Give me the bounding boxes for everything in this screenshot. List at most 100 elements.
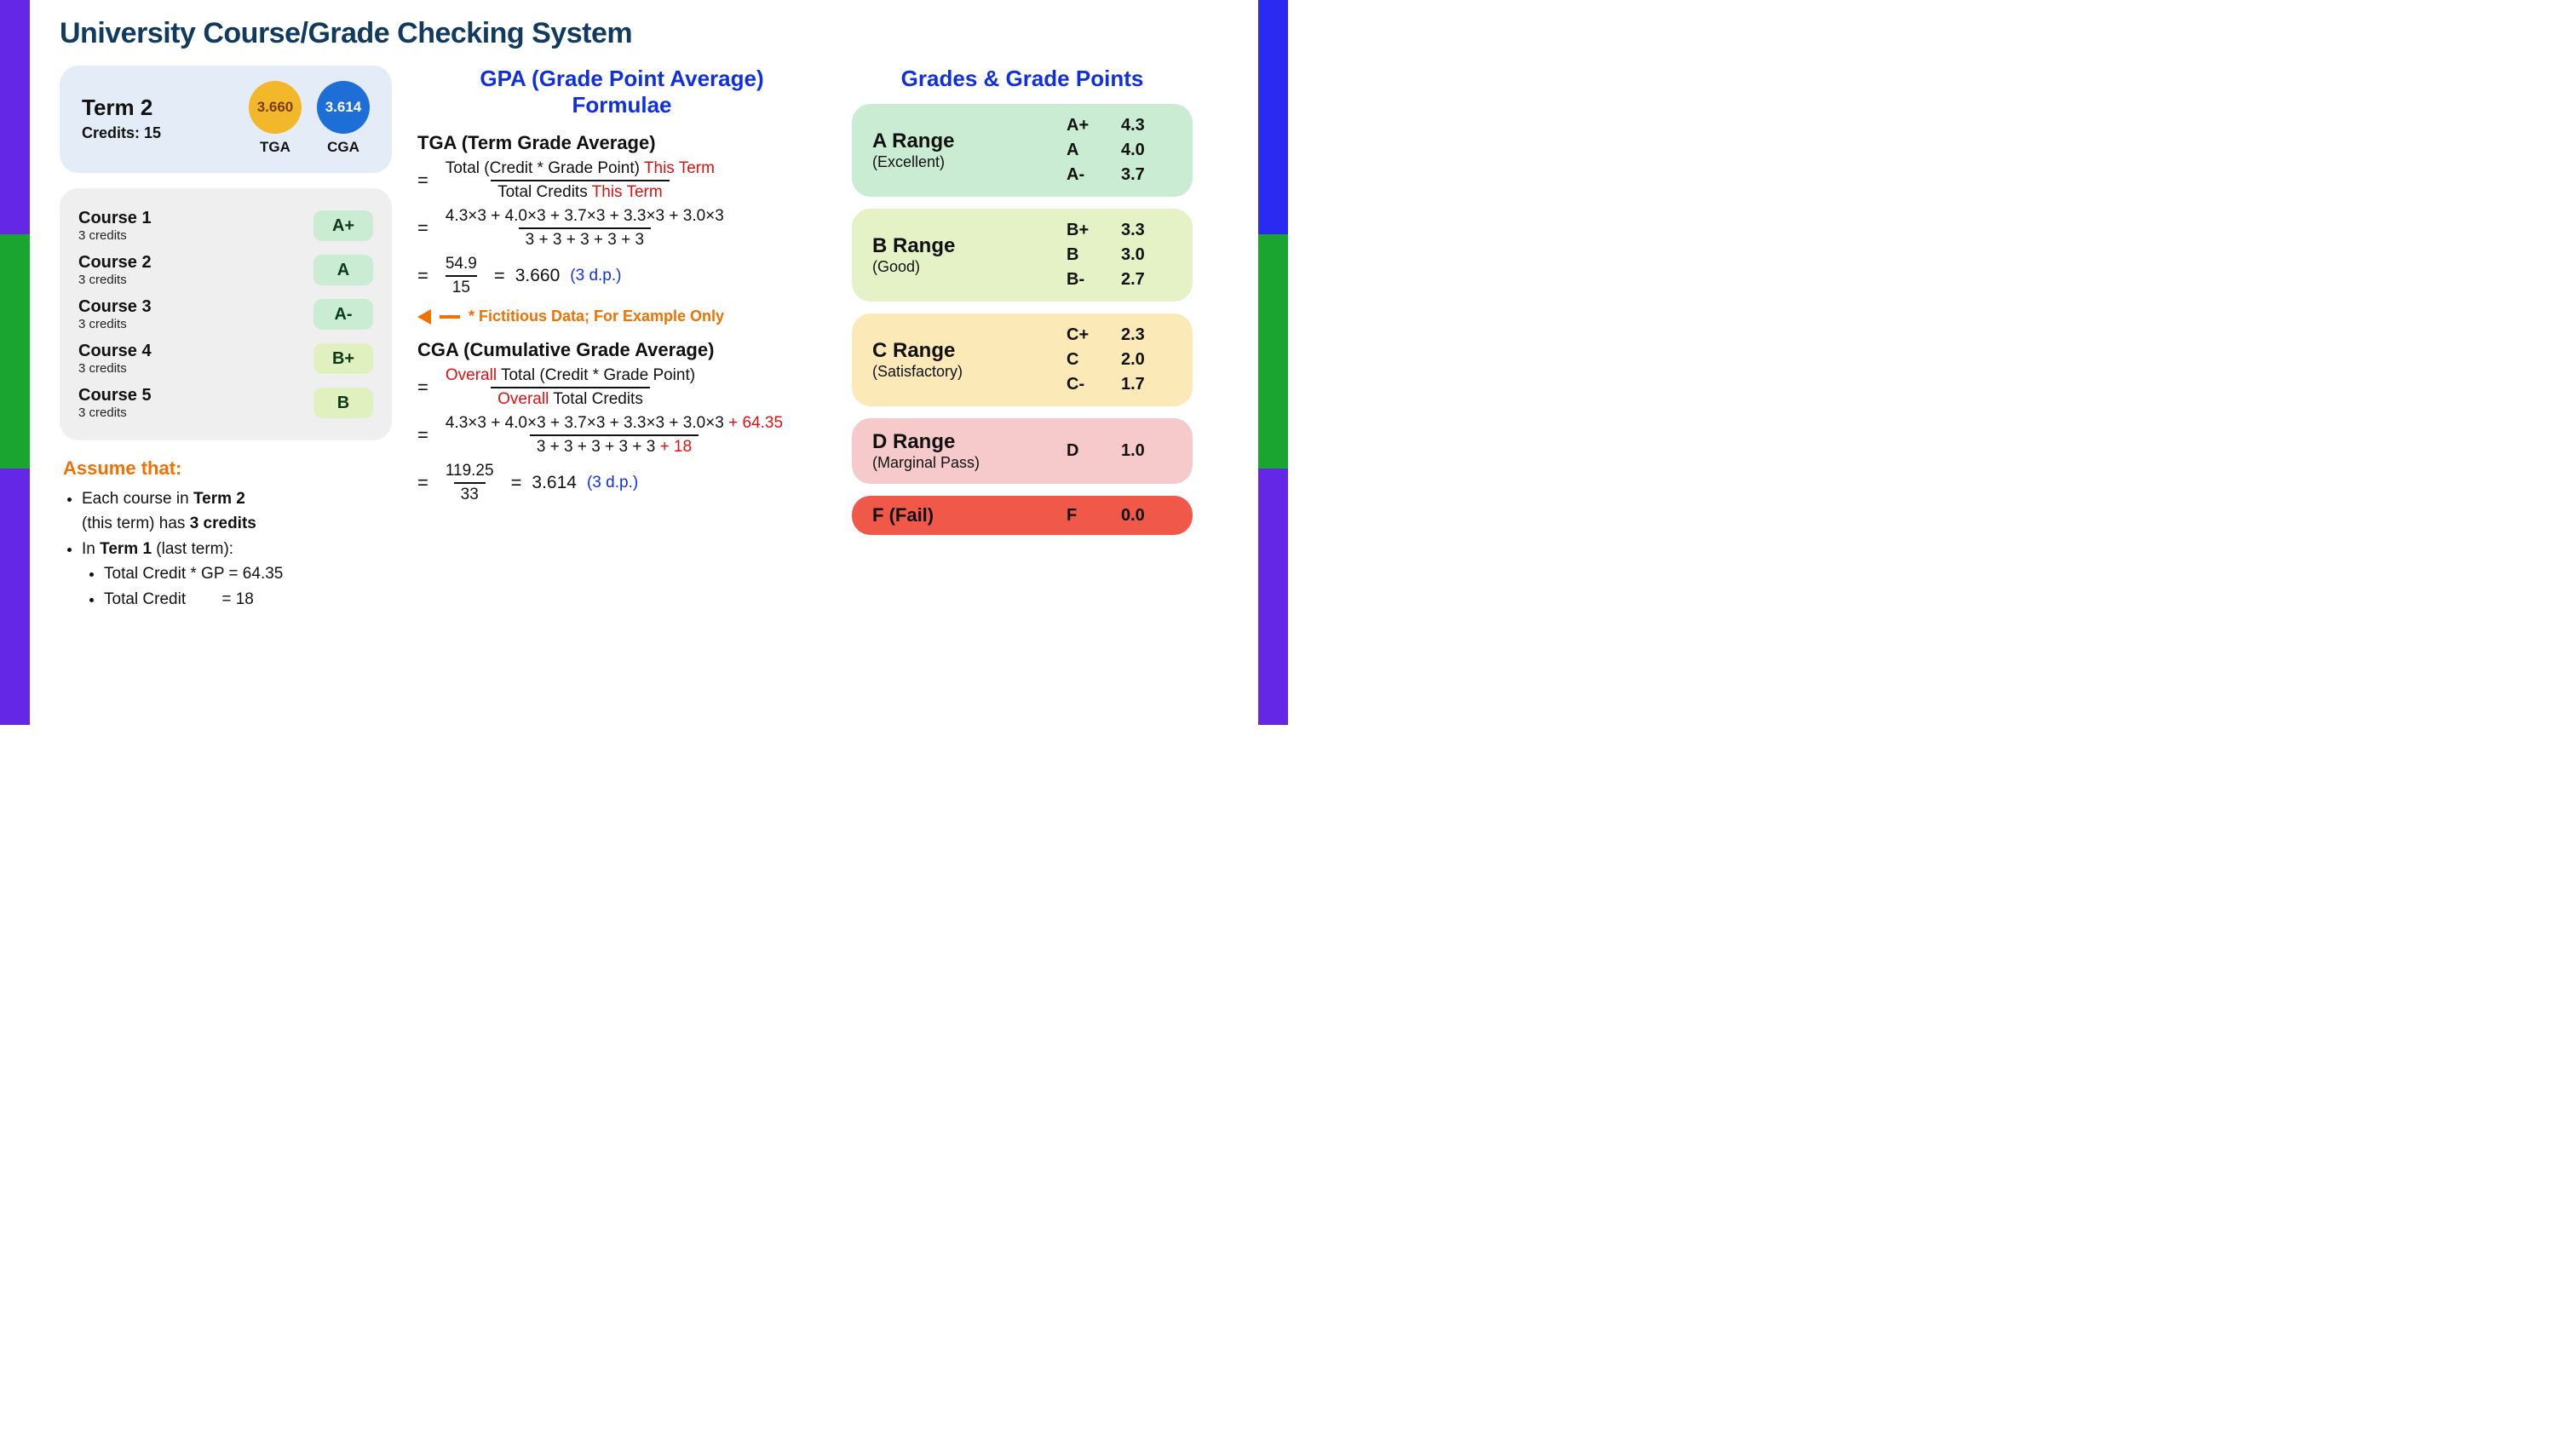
- border-bar: [0, 0, 30, 234]
- arrow-stem: [440, 315, 460, 319]
- grade-letter: A: [1067, 141, 1109, 160]
- grade-points: 1.7: [1121, 375, 1172, 394]
- range-grid: B+3.3B3.0B-2.7: [1026, 221, 1172, 290]
- grade-range-card: D Range(Marginal Pass)D1.0: [852, 418, 1193, 484]
- cga-label: CGA: [317, 139, 370, 156]
- range-grid: F0.0: [1026, 506, 1172, 526]
- border-bar: [1258, 234, 1288, 469]
- border-bar: [1258, 469, 1288, 725]
- course-credits: 3 credits: [78, 361, 313, 376]
- grade-range-card: C Range(Satisfactory)C+2.3C2.0C-1.7: [852, 313, 1193, 406]
- grade-table-title: Grades & Grade Points: [852, 66, 1193, 92]
- cga-chip: 3.614 CGA: [317, 81, 370, 156]
- assume-item: In Term 1 (last term): Total Credit * GP…: [82, 537, 392, 612]
- gpa-chips: 3.660 TGA 3.614 CGA: [249, 81, 370, 156]
- cga-circle: 3.614: [317, 81, 370, 134]
- range-name: D Range: [872, 430, 1026, 454]
- course-info: Course 53 credits: [78, 386, 313, 420]
- course-row: Course 53 creditsB: [78, 381, 373, 425]
- grade-points: 1.0: [1121, 441, 1172, 461]
- grade-letter: B-: [1067, 270, 1109, 290]
- range-name: B Range: [872, 234, 1026, 258]
- grade-letter: B: [1067, 245, 1109, 265]
- range-grid: C+2.3C2.0C-1.7: [1026, 325, 1172, 394]
- border-bar: [0, 469, 30, 725]
- range-label: C Range(Satisfactory): [872, 339, 1026, 381]
- grade-points: 4.3: [1121, 116, 1172, 135]
- term-summary-card: Term 2 Credits: 15 3.660 TGA 3.614 CGA: [60, 66, 392, 173]
- course-info: Course 23 credits: [78, 253, 313, 287]
- column-formulae: GPA (Grade Point Average) Formulae TGA (…: [417, 66, 826, 509]
- grade-points: 3.7: [1121, 165, 1172, 185]
- range-name: C Range: [872, 339, 1026, 363]
- content-area: University Course/Grade Checking System …: [60, 17, 1228, 708]
- column-left: Term 2 Credits: 15 3.660 TGA 3.614 CGA: [60, 66, 392, 612]
- range-label: B Range(Good): [872, 234, 1026, 276]
- course-info: Course 43 credits: [78, 342, 313, 376]
- tga-simpl-frac: 54.9 15: [439, 255, 484, 297]
- grade-points: 4.0: [1121, 141, 1172, 160]
- grade-range-card: B Range(Good)B+3.3B3.0B-2.7: [852, 209, 1193, 302]
- course-row: Course 23 creditsA: [78, 248, 373, 292]
- course-row: Course 33 creditsA-: [78, 292, 373, 336]
- grade-points: 3.3: [1121, 221, 1172, 240]
- course-info: Course 33 credits: [78, 297, 313, 331]
- grade-points: 0.0: [1121, 506, 1172, 526]
- assume-item: Each course in Term 2 (this term) has 3 …: [82, 486, 392, 537]
- tga-result: 3.660: [515, 266, 561, 286]
- grade-range-card-f: F (Fail) F0.0: [852, 496, 1193, 535]
- range-grid: A+4.3A4.0A-3.7: [1026, 116, 1172, 185]
- grade-letter: C-: [1067, 375, 1109, 394]
- tga-chip: 3.660 TGA: [249, 81, 302, 156]
- slide-frame: University Course/Grade Checking System …: [0, 0, 1288, 725]
- grade-points: 2.7: [1121, 270, 1172, 290]
- tga-definition-frac: Total (Credit * Grade Point) This Term T…: [439, 159, 722, 202]
- courses-card: Course 13 creditsA+Course 23 creditsACou…: [60, 188, 392, 440]
- tga-subtitle: TGA (Term Grade Average): [417, 132, 826, 154]
- term-name: Term 2: [82, 95, 161, 121]
- range-desc: (Satisfactory): [872, 363, 1026, 381]
- grade-points: 3.0: [1121, 245, 1172, 265]
- grade-letter: A-: [1067, 165, 1109, 185]
- range-label: D Range(Marginal Pass): [872, 430, 1026, 472]
- grade-pill: A: [313, 255, 373, 285]
- assume-sub-item: Total Credit = 18: [104, 587, 392, 612]
- assumptions: Assume that: Each course in Term 2 (this…: [60, 457, 392, 612]
- tga-calc-frac: 4.3×3 + 4.0×3 + 3.7×3 + 3.3×3 + 3.0×3 3 …: [439, 207, 731, 250]
- range-label: F (Fail): [872, 504, 1026, 526]
- assume-title: Assume that:: [63, 457, 392, 480]
- tga-label: TGA: [249, 139, 302, 156]
- range-desc: (Marginal Pass): [872, 454, 1026, 472]
- course-credits: 3 credits: [78, 228, 313, 243]
- grade-points: 2.0: [1121, 350, 1172, 370]
- grade-points: 2.3: [1121, 325, 1172, 345]
- column-grade-table: Grades & Grade Points A Range(Excellent)…: [852, 66, 1193, 547]
- range-grid: D1.0: [1026, 441, 1172, 461]
- range-label: A Range(Excellent): [872, 129, 1026, 171]
- arrow-left-icon: [417, 309, 431, 325]
- dp-note: (3 d.p.): [570, 267, 621, 285]
- columns: Term 2 Credits: 15 3.660 TGA 3.614 CGA: [60, 66, 1228, 612]
- border-bar: [1258, 0, 1288, 234]
- course-name: Course 5: [78, 386, 313, 405]
- cga-definition-frac: Overall Total (Credit * Grade Point) Ove…: [439, 366, 702, 409]
- dp-note: (3 d.p.): [587, 474, 638, 492]
- grade-pill: B+: [313, 343, 373, 374]
- tga-formula: = Total (Credit * Grade Point) This Term…: [417, 159, 826, 297]
- equals-sign: =: [417, 170, 428, 192]
- assume-list: Each course in Term 2 (this term) has 3 …: [63, 486, 392, 612]
- range-name: A Range: [872, 129, 1026, 153]
- course-row: Course 13 creditsA+: [78, 204, 373, 248]
- range-name: F (Fail): [872, 504, 934, 526]
- range-desc: (Good): [872, 258, 1026, 276]
- page-title: University Course/Grade Checking System: [60, 17, 1228, 50]
- grade-pill: B: [313, 388, 373, 418]
- course-name: Course 2: [78, 253, 313, 273]
- cga-calc-frac: 4.3×3 + 4.0×3 + 3.7×3 + 3.3×3 + 3.0×3 + …: [439, 414, 790, 457]
- cga-simpl-frac: 119.25 33: [439, 462, 501, 504]
- assume-sub-item: Total Credit * GP = 64.35: [104, 561, 392, 586]
- range-desc: (Excellent): [872, 153, 1026, 171]
- fictitious-note: * Fictitious Data; For Example Only: [417, 308, 826, 325]
- course-name: Course 1: [78, 209, 313, 228]
- course-name: Course 4: [78, 342, 313, 361]
